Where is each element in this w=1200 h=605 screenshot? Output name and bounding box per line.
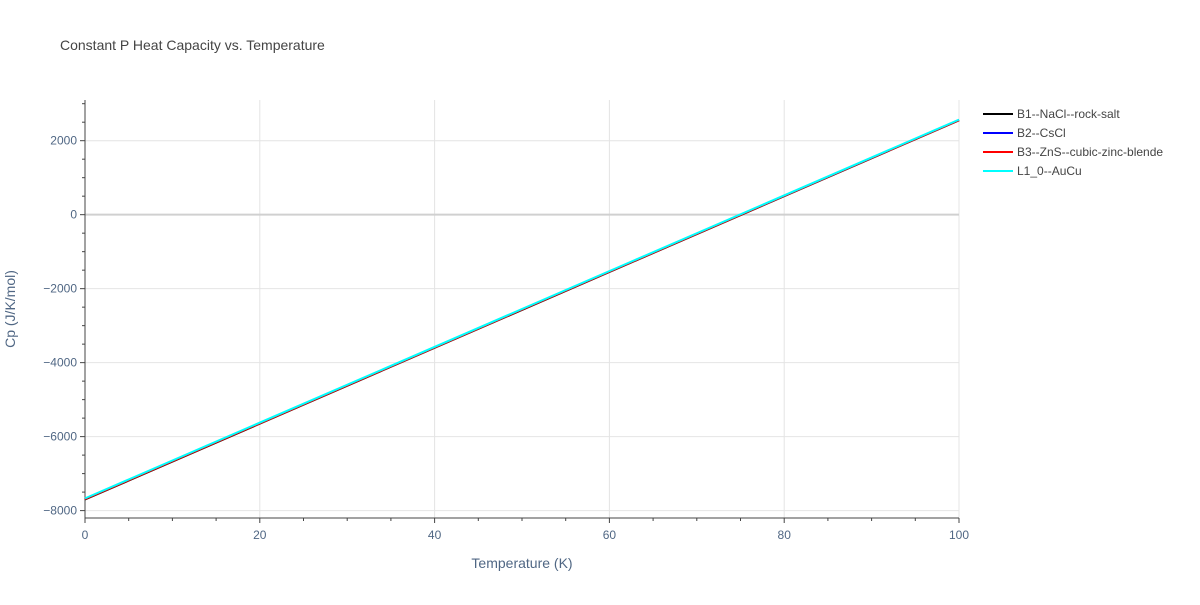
- chart-title: Constant P Heat Capacity vs. Temperature: [60, 37, 325, 53]
- legend-label: B2--CsCl: [1017, 126, 1066, 140]
- x-tick-label: 20: [253, 528, 267, 542]
- ticks: 0 20 40 60 80 100 −8000 −6000 −4000 −2000 0 2000: [43, 103, 969, 542]
- legend[interactable]: B1--NaCl--rock-salt B2--CsCl B3--ZnS--cubi…: [983, 107, 1163, 178]
- y-tick-label: −4000: [43, 356, 77, 370]
- legend-item[interactable]: B1--NaCl--rock-salt: [983, 107, 1120, 121]
- legend-label: B1--NaCl--rock-salt: [1017, 107, 1120, 121]
- y-axis-title: Cp (J/K/mol): [2, 270, 18, 348]
- y-tick-label: 0: [70, 208, 77, 222]
- x-tick-label: 100: [949, 528, 969, 542]
- y-tick-label: −6000: [43, 430, 77, 444]
- x-tick-label: 40: [428, 528, 442, 542]
- x-axis-title: Temperature (K): [471, 555, 572, 571]
- x-tick-label: 0: [82, 528, 89, 542]
- x-tick-label: 80: [778, 528, 792, 542]
- y-tick-label: 2000: [50, 134, 77, 148]
- legend-item[interactable]: B2--CsCl: [983, 126, 1066, 140]
- legend-item[interactable]: L1_0--AuCu: [983, 164, 1082, 178]
- legend-label: B3--ZnS--cubic-zinc-blende: [1017, 145, 1163, 159]
- series-line[interactable]: [84, 118, 960, 500]
- y-tick-label: −8000: [43, 504, 77, 518]
- series-lines[interactable]: [84, 118, 960, 501]
- y-tick-label: −2000: [43, 282, 77, 296]
- legend-label: L1_0--AuCu: [1017, 164, 1082, 178]
- x-tick-label: 60: [603, 528, 617, 542]
- legend-item[interactable]: B3--ZnS--cubic-zinc-blende: [983, 145, 1163, 159]
